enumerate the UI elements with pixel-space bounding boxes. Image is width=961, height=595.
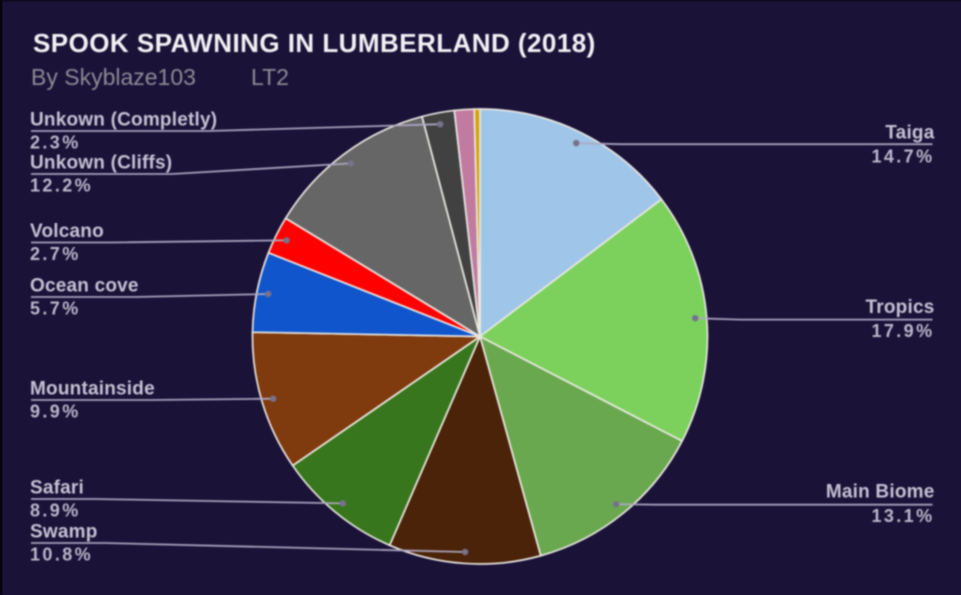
svg-text:17.9%: 17.9% — [871, 321, 934, 341]
svg-text:8.9%: 8.9% — [30, 501, 81, 521]
svg-text:Tropics: Tropics — [866, 297, 935, 318]
svg-text:Taiga: Taiga — [885, 123, 934, 144]
svg-text:Unkown (Completly): Unkown (Completly) — [30, 109, 217, 130]
svg-text:Main Biome: Main Biome — [826, 482, 935, 503]
svg-text:Swamp: Swamp — [30, 521, 98, 542]
svg-text:14.7%: 14.7% — [871, 146, 934, 166]
svg-text:2.7%: 2.7% — [30, 244, 81, 264]
svg-text:Ocean cove: Ocean cove — [30, 275, 139, 296]
svg-text:10.8%: 10.8% — [30, 545, 93, 565]
svg-text:Unkown (Cliffs): Unkown (Cliffs) — [30, 152, 172, 173]
svg-text:Safari: Safari — [30, 477, 84, 498]
svg-text:2.3%: 2.3% — [30, 133, 81, 153]
svg-text:5.7%: 5.7% — [30, 299, 81, 319]
svg-text:Volcano: Volcano — [30, 221, 104, 242]
svg-text:12.2%: 12.2% — [30, 176, 93, 196]
svg-text:9.9%: 9.9% — [30, 402, 81, 422]
svg-text:13.1%: 13.1% — [871, 506, 934, 526]
svg-text:Mountainside: Mountainside — [30, 378, 155, 399]
